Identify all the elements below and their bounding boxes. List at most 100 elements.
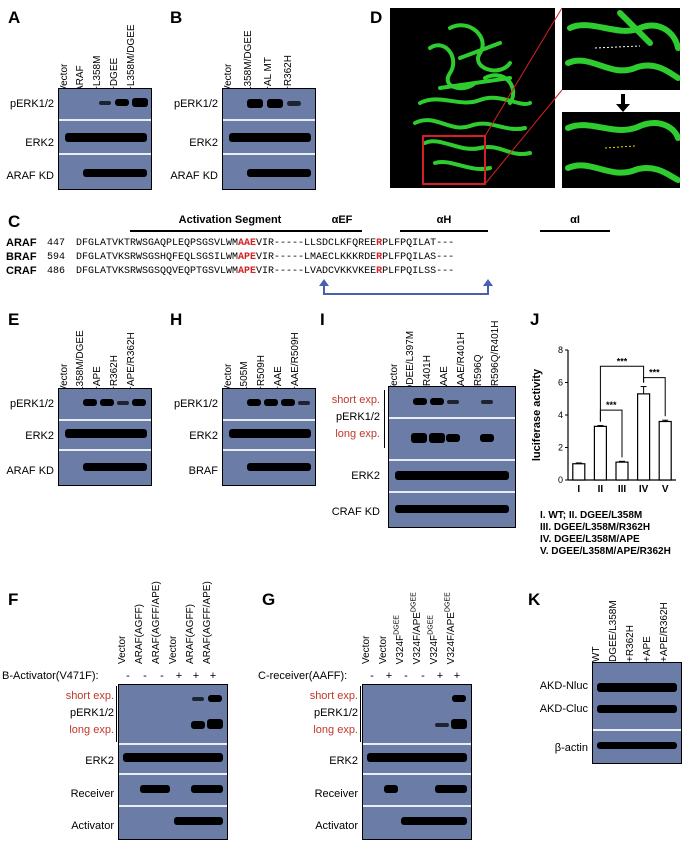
significance-label: ***	[649, 368, 660, 378]
lane-label: Vector	[117, 635, 128, 664]
row-label-perk: pERK1/2	[173, 98, 218, 110]
row-label-perk: pERK1/2	[335, 411, 380, 423]
chart-legend: I. WT; II. DGEE/L358M III. DGEE/L358M/R3…	[540, 510, 671, 558]
y-tick-label: 6	[558, 378, 563, 388]
row-label-perk: pERK1/2	[173, 398, 218, 410]
y-tick-label: 4	[558, 410, 563, 420]
row-label-perk: pERK1/2	[9, 398, 54, 410]
x-tick-label: V	[662, 484, 669, 495]
lane-label: +AAE/R509H	[290, 332, 301, 392]
row-label-long-exp: long exp.	[313, 724, 358, 736]
sign: -	[143, 670, 147, 682]
lane-label: +L358M	[92, 55, 103, 92]
blot-panel-b	[222, 88, 316, 190]
panel-b-lane-labels: Vector L358M/DGEE +AL MT +R362H	[222, 2, 322, 92]
sign: -	[421, 670, 425, 682]
lane-label: L358M/DGEE	[243, 30, 254, 92]
sign: -	[160, 670, 164, 682]
bracket-line	[116, 686, 117, 742]
sign: -	[126, 670, 130, 682]
blot-panel-i	[388, 386, 516, 528]
row-label-erk2: ERK2	[85, 755, 114, 767]
panel-k-lane-labels: WT DGEE/L358M +R362H +APE +APE/R362H	[591, 572, 682, 662]
row-label-long-exp: long exp.	[335, 428, 380, 440]
lane-label: DDEE/L397M	[405, 330, 416, 392]
panel-label-g: G	[262, 590, 276, 609]
significance-bracket	[643, 377, 666, 417]
panel-a-lane-labels: Vector ARAF +L358M +DGEE +L358M/DGEE	[58, 2, 158, 92]
segment-line-activation	[130, 230, 330, 232]
sign: +	[192, 670, 200, 682]
legend-item: I. WT; II. DGEE/L358M	[540, 510, 643, 521]
significance-label: ***	[606, 400, 617, 410]
lane-label: V324FDGEE	[393, 614, 406, 664]
y-tick-label: 0	[558, 475, 563, 485]
lane-label: +APE	[642, 636, 653, 662]
panel-label-j: J	[530, 310, 540, 329]
row-label-akd-nluc: AKD-Nluc	[539, 680, 588, 692]
lane-label: +DGEE	[109, 57, 120, 92]
panel-g-lane-labels: Vector Vector V324FDGEE V324F/APEDGEE V3…	[361, 574, 482, 664]
row-label-perk: pERK1/2	[69, 707, 114, 719]
row-label-receiver: Receiver	[314, 788, 358, 800]
row-label-activator: Activator	[71, 820, 114, 832]
sign: +	[453, 670, 461, 682]
lane-label: +R362H	[109, 355, 120, 392]
bar	[615, 461, 629, 481]
panel-label-e: E	[8, 310, 20, 329]
lane-label: +AAE/R401H	[456, 332, 467, 392]
row-label-craf-kd: CRAF KD	[331, 506, 380, 518]
sequence-position: 486	[47, 266, 66, 277]
panel-label-a: A	[8, 8, 21, 27]
interaction-arrow	[319, 279, 493, 295]
sequence-name: CRAF	[6, 265, 37, 277]
row-label-short-exp: short exp.	[331, 394, 380, 406]
segment-line-ah	[400, 230, 488, 232]
sign: +	[385, 670, 393, 682]
lane-label: +R362H	[625, 625, 636, 662]
bar	[572, 463, 586, 481]
lane-label: DGEE/L358M	[608, 600, 619, 662]
legend-item: IV. DGEE/L358M/APE	[540, 534, 640, 545]
sequence-row-braf: DFGLATVKSRWSGSHQFEQLSGSILWMAPEVIR-----LM…	[76, 252, 455, 263]
lane-label: WT	[591, 646, 602, 662]
x-tick-label: II	[598, 484, 604, 495]
bar	[636, 393, 651, 481]
row-label-erk2: ERK2	[329, 755, 358, 767]
y-axis-label: luciferase activity	[531, 368, 543, 461]
lane-label: ARAF(AGFF)	[185, 604, 196, 664]
sign: +	[436, 670, 444, 682]
bracket-line	[360, 686, 361, 742]
legend-item: V. DGEE/L358M/APE/R362H	[540, 546, 671, 557]
segment-line-ai	[540, 230, 610, 232]
legend-item: III. DGEE/L358M/R362H	[540, 522, 651, 533]
panel-label-c: C	[8, 212, 21, 231]
row-label-erk2: ERK2	[189, 430, 218, 442]
sign: -	[404, 670, 408, 682]
row-label-activator: Activator	[315, 820, 358, 832]
y-tick-label: 8	[558, 345, 563, 355]
lane-label: Vector	[378, 635, 389, 664]
panel-h-lane-labels: Vector L505M +R509H +AAE +AAE/R509H	[222, 302, 322, 392]
lane-label: ARAF(AGFF)	[134, 604, 145, 664]
panel-label-i: I	[320, 310, 325, 329]
segment-label-ah: αH	[436, 214, 452, 226]
panel-label-h: H	[170, 310, 183, 329]
segment-line-aef	[322, 230, 362, 232]
x-tick-label: III	[618, 484, 627, 495]
sequence-name: ARAF	[6, 237, 37, 249]
significance-label: ***	[617, 356, 628, 366]
panel-label-k: K	[528, 590, 541, 609]
lane-label: +R596Q/R401H	[490, 320, 501, 392]
panel-f-lane-labels: Vector ARAF(AGFF) ARAF(AGFF/APE) Vector …	[117, 574, 238, 664]
protein-structure-image	[390, 8, 680, 188]
lane-label: +APE/R362H	[659, 602, 670, 662]
sequence-row-craf: DFGLATVKSRWSGSQQVEQPTGSVLWMAPEVIR-----LV…	[76, 266, 455, 277]
row-label-beta-actin: β-actin	[554, 742, 588, 754]
lane-label: Vector	[361, 635, 372, 664]
x-tick-label: IV	[639, 484, 649, 495]
lane-label: L358M/DGEE	[75, 330, 86, 392]
row-label-erk2: ERK2	[351, 470, 380, 482]
row-label-erk2: ERK2	[25, 137, 54, 149]
lane-label: V324F/APEDGEE	[444, 591, 457, 664]
